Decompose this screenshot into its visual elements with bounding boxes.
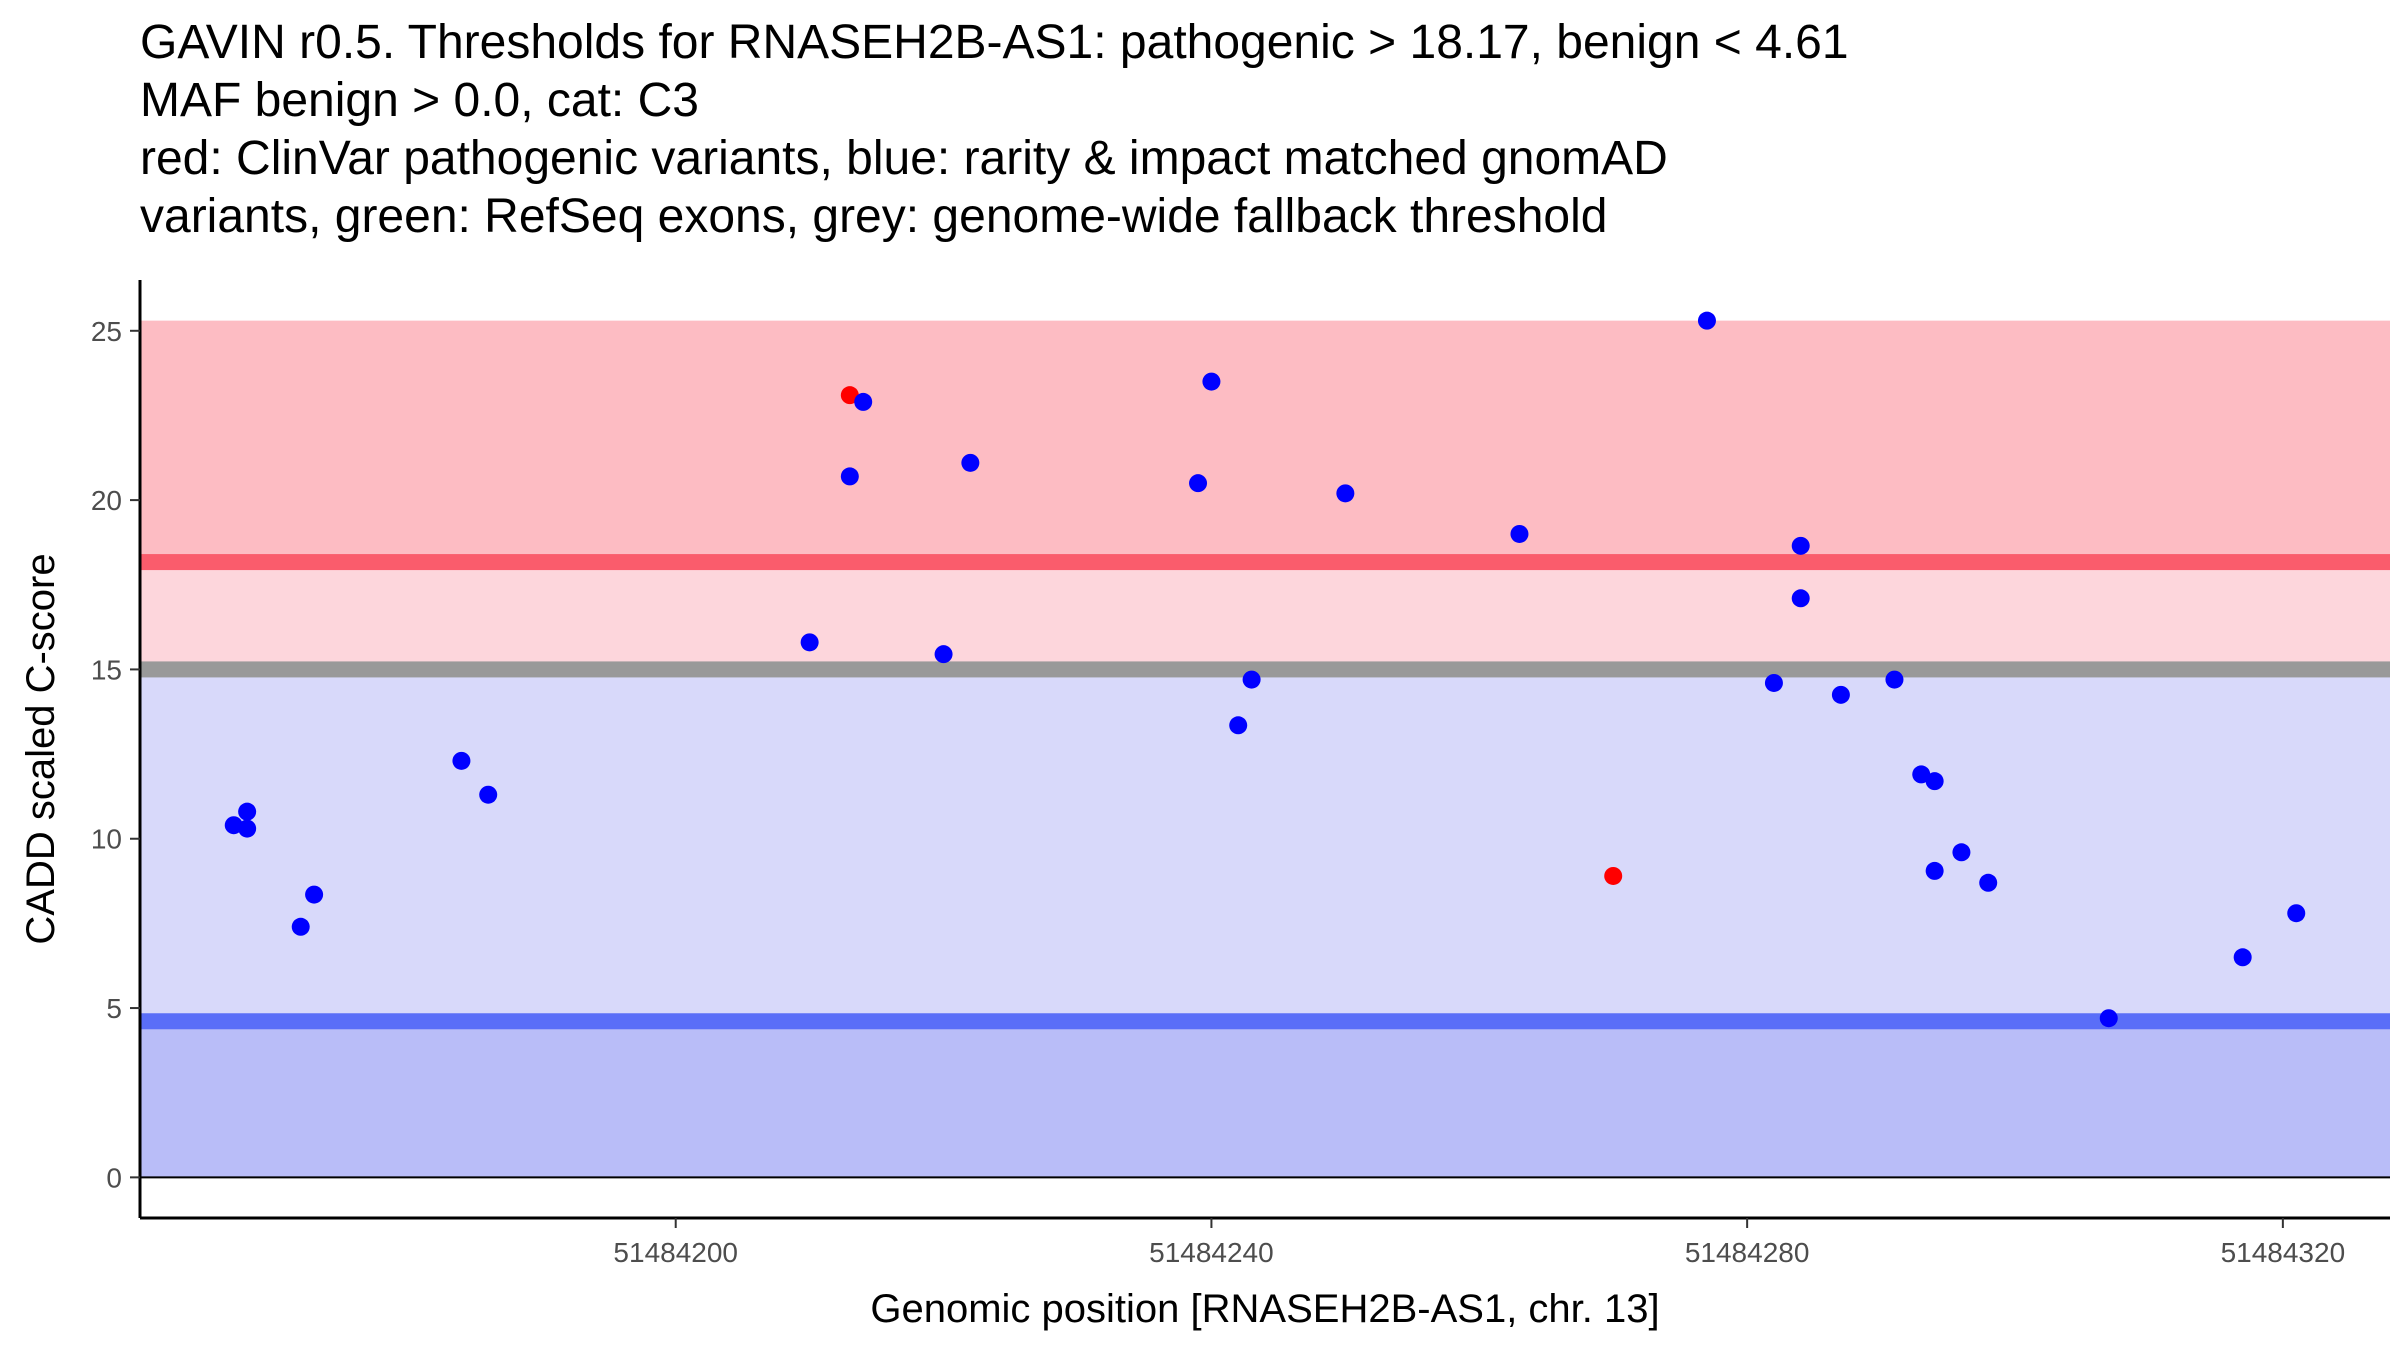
title-line-3: red: ClinVar pathogenic variants, blue: …	[140, 132, 1668, 185]
data-point	[1831, 685, 1850, 704]
x-tick-label: 51484240	[1149, 1237, 1274, 1268]
data-point	[2233, 948, 2252, 967]
x-axis-title: Genomic position [RNASEH2B-AS1, chr. 13]	[870, 1287, 1659, 1331]
data-point	[305, 885, 324, 904]
y-tick-label: 0	[106, 1162, 122, 1193]
axes	[138, 280, 2390, 1220]
data-point	[1885, 670, 1904, 689]
x-tick-label: 51484280	[1685, 1237, 1810, 1268]
data-point	[238, 802, 257, 821]
data-point	[2287, 904, 2306, 923]
pathogenic-zone	[140, 320, 2390, 563]
data-point	[1510, 524, 1529, 543]
chart-title: GAVIN r0.5. Thresholds for RNASEH2B-AS1:…	[140, 14, 2380, 246]
data-point	[800, 633, 819, 652]
data-points	[224, 311, 2306, 1028]
y-tick-label: 20	[91, 485, 122, 516]
data-point	[840, 386, 859, 405]
data-point	[1189, 474, 1208, 493]
benign-zone	[140, 669, 2390, 1022]
data-point	[1697, 311, 1716, 330]
title-line-1: GAVIN r0.5. Thresholds for RNASEH2B-AS1:…	[140, 16, 1849, 69]
data-point	[1764, 673, 1783, 692]
data-point	[291, 917, 310, 936]
fallback-threshold-line	[140, 661, 2390, 678]
y-tick-label: 10	[91, 824, 122, 855]
data-point	[1912, 765, 1931, 784]
data-point	[1604, 866, 1623, 885]
data-point	[1925, 772, 1944, 791]
data-point	[1336, 484, 1355, 503]
pathogenic-threshold-line	[140, 554, 2390, 571]
data-point	[1229, 716, 1248, 735]
data-point	[452, 751, 471, 770]
title-line-2: MAF benign > 0.0, cat: C3	[140, 74, 699, 127]
data-point	[1952, 843, 1971, 862]
benign-threshold-line	[140, 1013, 2390, 1030]
data-point	[1242, 670, 1261, 689]
intermediate-zone	[140, 562, 2390, 670]
y-tick-label: 25	[91, 316, 122, 347]
threshold-bands	[140, 320, 2390, 1178]
title-line-4: variants, green: RefSeq exons, grey: gen…	[140, 190, 1608, 243]
data-point	[479, 785, 498, 804]
data-point	[238, 819, 257, 838]
data-point	[840, 467, 859, 486]
data-point	[854, 392, 873, 411]
x-tick-label: 51484200	[613, 1237, 738, 1268]
x-tick-label: 51484320	[2221, 1237, 2346, 1268]
y-tick-label: 15	[91, 654, 122, 685]
low-zone	[140, 1021, 2390, 1178]
data-point	[1979, 873, 1998, 892]
data-point	[1791, 536, 1810, 555]
y-axis-title: CADD scaled C-score	[19, 553, 63, 944]
data-point	[961, 453, 980, 472]
data-point	[1925, 861, 1944, 880]
data-point	[934, 645, 953, 664]
y-tick-label: 5	[106, 993, 122, 1024]
tick-labels: 0 5 10 15 20 25 51484200 51484240 51484280 514843…	[91, 316, 2345, 1268]
data-point	[2099, 1009, 2118, 1028]
data-point	[1791, 589, 1810, 608]
data-point	[1202, 372, 1221, 391]
